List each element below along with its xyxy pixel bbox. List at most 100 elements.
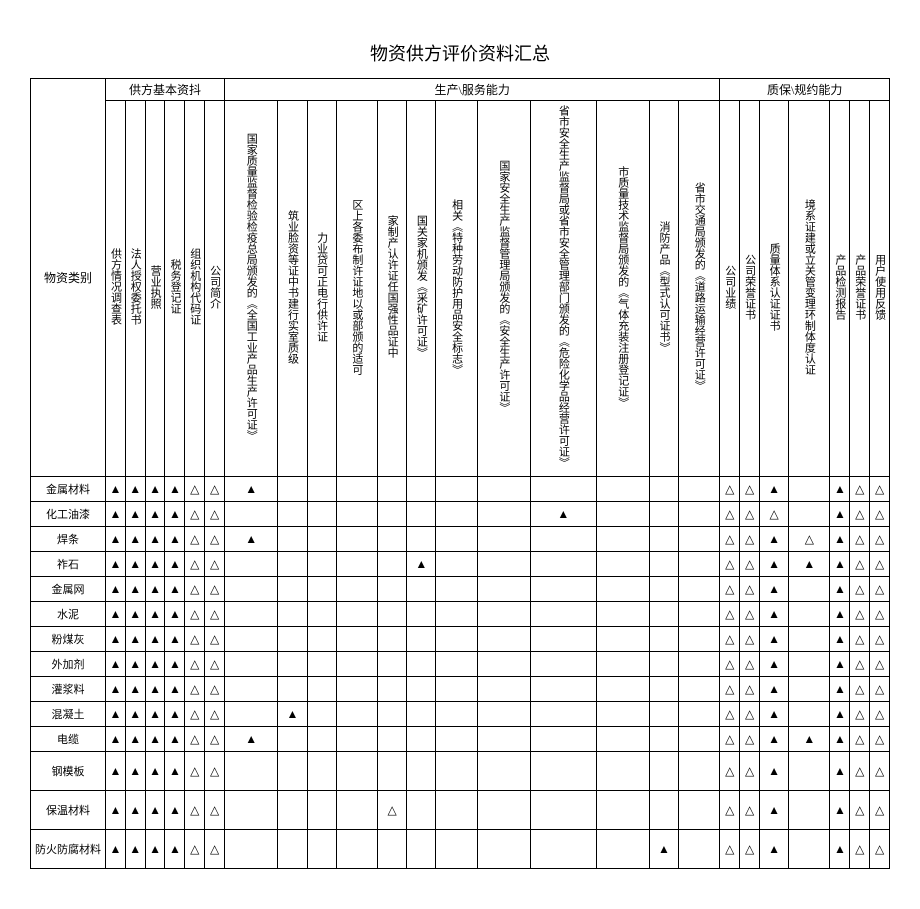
page-title: 物资供方评价资料汇总 <box>30 40 890 66</box>
data-cell: △ <box>185 830 205 869</box>
data-cell <box>307 677 336 702</box>
data-cell: △ <box>720 477 740 502</box>
data-cell <box>789 502 830 527</box>
data-cell <box>649 502 678 527</box>
data-cell: ▲ <box>106 577 126 602</box>
col-header-label: 相关《特种劳动防护用品安全标志》 <box>448 195 464 379</box>
data-cell: ▲ <box>125 727 145 752</box>
col-header: 国家质量监督检验检疫总局颁发的《全国工业产品生产许可证》 <box>224 101 277 477</box>
col-header: 产品荣誉证书 <box>850 101 870 477</box>
data-cell <box>596 552 649 577</box>
data-cell: △ <box>740 830 760 869</box>
data-cell <box>224 752 277 791</box>
data-cell: ▲ <box>165 830 185 869</box>
data-cell <box>378 627 407 652</box>
data-cell <box>679 602 720 627</box>
col-header: 供方情况调查表 <box>106 101 126 477</box>
data-cell: ▲ <box>830 830 850 869</box>
data-cell: △ <box>205 791 225 830</box>
data-cell: △ <box>185 577 205 602</box>
data-cell <box>477 652 530 677</box>
data-cell: △ <box>720 791 740 830</box>
data-cell: ▲ <box>760 702 789 727</box>
data-cell: △ <box>789 527 830 552</box>
col-header-label: 公司荣誉证书 <box>742 243 758 331</box>
data-cell <box>224 502 277 527</box>
data-cell <box>596 627 649 652</box>
data-cell <box>477 602 530 627</box>
data-cell <box>278 677 307 702</box>
data-cell <box>477 527 530 552</box>
data-cell: ▲ <box>106 652 126 677</box>
data-cell <box>278 477 307 502</box>
data-cell: △ <box>740 602 760 627</box>
data-cell: ▲ <box>145 702 165 727</box>
data-cell <box>378 727 407 752</box>
data-cell: △ <box>185 727 205 752</box>
data-cell: ▲ <box>125 527 145 552</box>
col-header: 组织机构代码证 <box>185 101 205 477</box>
data-cell <box>278 602 307 627</box>
data-cell: △ <box>185 752 205 791</box>
data-cell: ▲ <box>649 830 678 869</box>
data-cell <box>436 602 477 627</box>
col-header: 法人授权委托书 <box>125 101 145 477</box>
data-cell: ▲ <box>125 602 145 627</box>
data-cell: ▲ <box>165 652 185 677</box>
data-cell: ▲ <box>224 527 277 552</box>
data-cell: ▲ <box>106 752 126 791</box>
data-cell <box>278 830 307 869</box>
data-cell <box>224 627 277 652</box>
col-header: 质量体系认证证书 <box>760 101 789 477</box>
data-cell <box>596 830 649 869</box>
data-cell <box>378 602 407 627</box>
row-label: 外加剂 <box>31 652 106 677</box>
data-cell <box>649 727 678 752</box>
col-header: 国家安全生产监督管理局颁发的《安全生产许可证》 <box>477 101 530 477</box>
data-cell: ▲ <box>760 652 789 677</box>
data-cell: ▲ <box>760 527 789 552</box>
data-cell: △ <box>850 602 870 627</box>
data-cell: ▲ <box>145 527 165 552</box>
data-cell <box>336 477 377 502</box>
data-cell: ▲ <box>830 677 850 702</box>
data-cell: △ <box>850 477 870 502</box>
data-cell <box>224 652 277 677</box>
data-cell: ▲ <box>278 702 307 727</box>
col-header: 市质量技术监督局颁发的《气体充装注册登记证》 <box>596 101 649 477</box>
data-cell: △ <box>870 727 890 752</box>
data-cell <box>307 791 336 830</box>
data-cell: △ <box>870 477 890 502</box>
data-cell <box>596 677 649 702</box>
data-cell: △ <box>870 527 890 552</box>
col-header: 公司简介 <box>205 101 225 477</box>
data-cell: △ <box>850 830 870 869</box>
data-cell: △ <box>205 830 225 869</box>
col-header: 相关《特种劳动防护用品安全标志》 <box>436 101 477 477</box>
data-cell <box>278 502 307 527</box>
data-cell: △ <box>185 652 205 677</box>
data-cell: ▲ <box>830 702 850 727</box>
data-cell <box>378 702 407 727</box>
group-header-row: 物资类别 供方基本资抖 生产\服务能力 质保\规约能力 <box>31 79 890 101</box>
data-cell <box>531 677 596 702</box>
data-cell: △ <box>850 627 870 652</box>
data-cell <box>477 577 530 602</box>
data-cell <box>477 702 530 727</box>
data-cell: ▲ <box>106 602 126 627</box>
data-cell <box>336 830 377 869</box>
data-cell <box>596 702 649 727</box>
row-label: 钢模板 <box>31 752 106 791</box>
col-header-label: 用户使用反馈 <box>872 243 888 331</box>
table-row: 金属材料▲▲▲▲△△▲△△▲▲△△ <box>31 477 890 502</box>
data-cell: ▲ <box>760 552 789 577</box>
data-cell <box>649 752 678 791</box>
data-cell <box>307 502 336 527</box>
data-cell: ▲ <box>125 752 145 791</box>
data-cell <box>596 477 649 502</box>
col-header-label: 力业贷可正电行供许证 <box>314 228 330 346</box>
data-cell <box>649 527 678 552</box>
row-label: 金属材料 <box>31 477 106 502</box>
data-cell: △ <box>740 577 760 602</box>
data-cell: △ <box>850 652 870 677</box>
